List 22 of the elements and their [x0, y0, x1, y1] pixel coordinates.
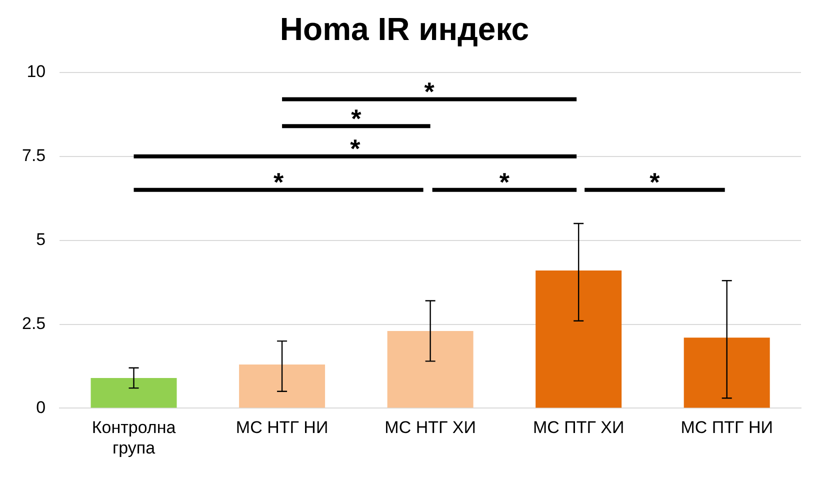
annotation: *	[424, 76, 436, 106]
y-tick-label: 0	[36, 398, 46, 417]
annotation: *	[273, 167, 284, 198]
bar	[536, 270, 622, 408]
x-tick-label: МС НТГ ХИ	[384, 418, 476, 438]
x-tick-label: МС НТГ НИ	[236, 418, 328, 438]
y-tick-label: 7.5	[22, 146, 46, 166]
y-tick-label: 10	[26, 62, 46, 82]
x-tick-label: МС ПТГ ХИ	[532, 418, 624, 438]
annotation: *	[650, 167, 661, 198]
annotation: *	[499, 167, 510, 198]
annotation: *	[351, 103, 362, 134]
bar	[387, 330, 474, 408]
bar	[684, 338, 770, 408]
annotation: *	[350, 134, 362, 164]
x-tick-label: МС ПТГ НИ	[680, 418, 773, 438]
chart-title: Homa IR индекс	[280, 11, 530, 48]
bar	[239, 364, 326, 408]
x-tick-label: Контролна група	[92, 418, 176, 458]
y-tick-label: 5	[36, 230, 46, 249]
y-tick-label: 2.5	[22, 314, 46, 333]
bar	[90, 378, 177, 408]
